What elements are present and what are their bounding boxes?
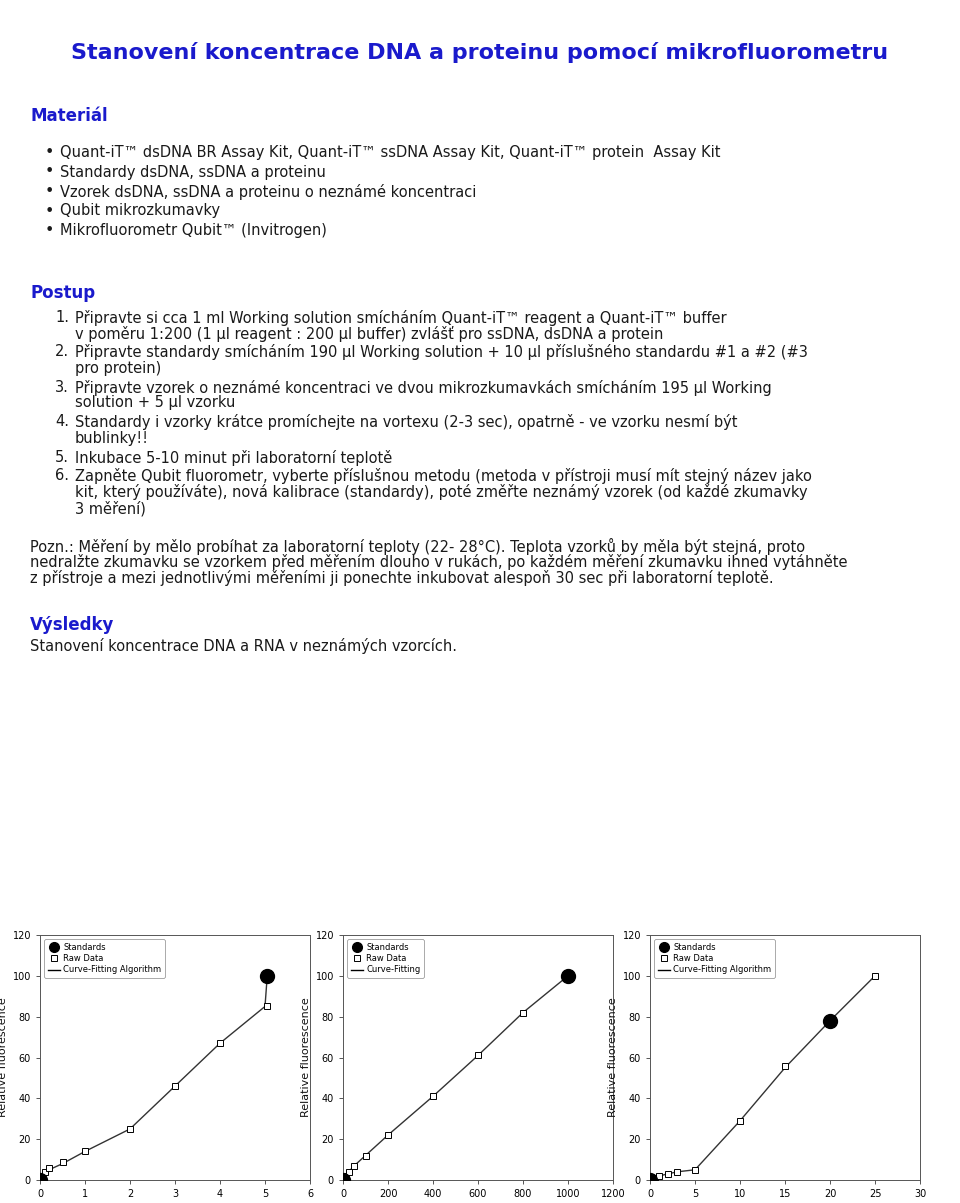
Text: Výsledky: Výsledky xyxy=(30,616,114,634)
Text: Stanovení koncentrace DNA a RNA v neznámých vzorcích.: Stanovení koncentrace DNA a RNA v neznám… xyxy=(30,638,457,653)
Text: 3 měření): 3 měření) xyxy=(75,500,146,516)
Text: •: • xyxy=(45,203,55,219)
Text: nedralžte zkumavku se vzorkem před měřením dlouho v rukách, po každém měření zku: nedralžte zkumavku se vzorkem před měřen… xyxy=(30,553,848,569)
Text: 3.: 3. xyxy=(55,379,69,395)
Legend: Standards, Raw Data, Curve-Fitting Algorithm: Standards, Raw Data, Curve-Fitting Algor… xyxy=(44,940,165,978)
Y-axis label: Relative fluorescence: Relative fluorescence xyxy=(0,997,9,1118)
Text: Vzorek dsDNA, ssDNA a proteinu o neznámé koncentraci: Vzorek dsDNA, ssDNA a proteinu o neznámé… xyxy=(60,184,476,200)
Text: Připravte standardy smícháním 190 µl Working solution + 10 µl příslušného standa: Připravte standardy smícháním 190 µl Wor… xyxy=(75,344,808,361)
Legend: Standards, Raw Data, Curve-Fitting Algorithm: Standards, Raw Data, Curve-Fitting Algor… xyxy=(654,940,775,978)
Text: 5.: 5. xyxy=(55,450,69,464)
Text: Pozn.: Měření by mělo probíhat za laboratorní teploty (22- 28°C). Teplota vzorků: Pozn.: Měření by mělo probíhat za labora… xyxy=(30,538,805,555)
Text: kit, který používáte), nová kalibrace (standardy), poté změřte neznámý vzorek (o: kit, který používáte), nová kalibrace (s… xyxy=(75,485,807,500)
Text: Připravte vzorek o neznámé koncentraci ve dvou mikrozkumavkách smícháním 195 µl : Připravte vzorek o neznámé koncentraci v… xyxy=(75,379,772,396)
Text: Stanovení koncentrace DNA a proteinu pomocí mikrofluorometru: Stanovení koncentrace DNA a proteinu pom… xyxy=(71,42,889,63)
Legend: Standards, Raw Data, Curve-Fitting: Standards, Raw Data, Curve-Fitting xyxy=(348,940,424,978)
Text: Mikrofluorometr Qubit™ (Invitrogen): Mikrofluorometr Qubit™ (Invitrogen) xyxy=(60,223,326,238)
Text: solution + 5 µl vzorku: solution + 5 µl vzorku xyxy=(75,396,235,410)
Text: 6.: 6. xyxy=(55,468,69,484)
Text: z přístroje a mezi jednotlivými měřeními ji ponechte inkubovat alespoň 30 sec př: z přístroje a mezi jednotlivými měřeními… xyxy=(30,569,774,586)
Text: pro protein): pro protein) xyxy=(75,361,161,375)
Text: Qubit mikrozkumavky: Qubit mikrozkumavky xyxy=(60,203,220,219)
Text: Materiál: Materiál xyxy=(30,107,108,125)
Text: bublinky!!: bublinky!! xyxy=(75,431,149,445)
Text: 4.: 4. xyxy=(55,415,69,429)
Text: Standardy i vzorky krátce promíchejte na vortexu (2-3 sec), opatrně - ve vzorku : Standardy i vzorky krátce promíchejte na… xyxy=(75,415,737,431)
Y-axis label: Relative fluorescence: Relative fluorescence xyxy=(609,997,618,1118)
Text: Postup: Postup xyxy=(30,284,95,302)
Text: •: • xyxy=(45,184,55,198)
Text: Zapněte Qubit fluorometr, vyberte příslušnou metodu (metoda v přístroji musí mít: Zapněte Qubit fluorometr, vyberte příslu… xyxy=(75,468,812,485)
Text: •: • xyxy=(45,165,55,179)
Text: •: • xyxy=(45,146,55,160)
Text: v poměru 1:200 (1 µl reagent : 200 µl buffer) zvlášť pro ssDNA, dsDNA a protein: v poměru 1:200 (1 µl reagent : 200 µl bu… xyxy=(75,326,663,342)
Y-axis label: Relative fluorescence: Relative fluorescence xyxy=(301,997,311,1118)
Text: 2.: 2. xyxy=(55,344,69,360)
Text: 1.: 1. xyxy=(55,309,69,325)
Text: •: • xyxy=(45,223,55,238)
Text: Quant-iT™ dsDNA BR Assay Kit, Quant-iT™ ssDNA Assay Kit, Quant-iT™ protein  Assa: Quant-iT™ dsDNA BR Assay Kit, Quant-iT™ … xyxy=(60,146,721,160)
Text: Standardy dsDNA, ssDNA a proteinu: Standardy dsDNA, ssDNA a proteinu xyxy=(60,165,325,179)
Text: Inkubace 5-10 minut při laboratorní teplotě: Inkubace 5-10 minut při laboratorní tepl… xyxy=(75,450,393,466)
Text: Připravte si cca 1 ml Working solution smícháním Quant-iT™ reagent a Quant-iT™ b: Připravte si cca 1 ml Working solution s… xyxy=(75,309,727,326)
